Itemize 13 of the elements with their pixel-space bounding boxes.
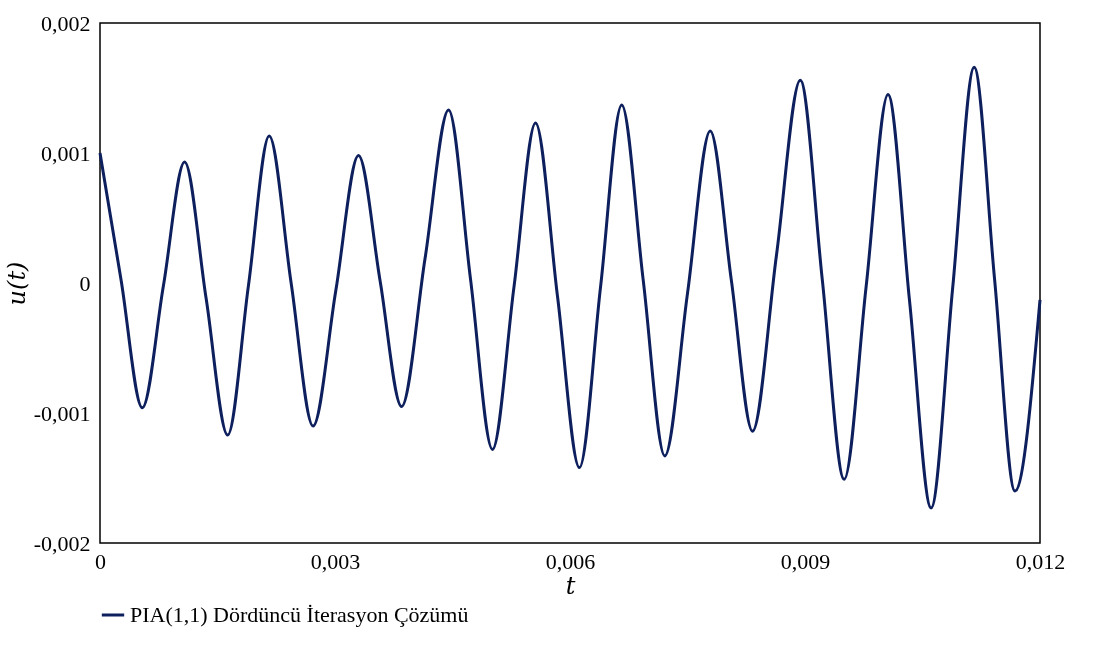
x-tick-label: 0,009 — [780, 548, 831, 574]
x-tick-label: 0,003 — [310, 548, 361, 574]
y-tick-label: 0 — [79, 270, 91, 296]
legend-label: PIA(1,1) Dördüncü İterasyon Çözümü — [130, 602, 469, 627]
x-axis-title: t — [565, 571, 576, 600]
x-tick-label: 0,006 — [545, 548, 596, 574]
y-tick-label: 0,001 — [41, 140, 91, 166]
x-tick-label: 0,012 — [1015, 548, 1066, 574]
y-tick-label: -0,001 — [33, 400, 91, 426]
y-tick-label: -0,002 — [33, 530, 91, 556]
line-series — [98, 65, 1042, 510]
y-tick-label: 0,002 — [41, 10, 91, 36]
y-axis-title: u(t) — [2, 261, 31, 306]
